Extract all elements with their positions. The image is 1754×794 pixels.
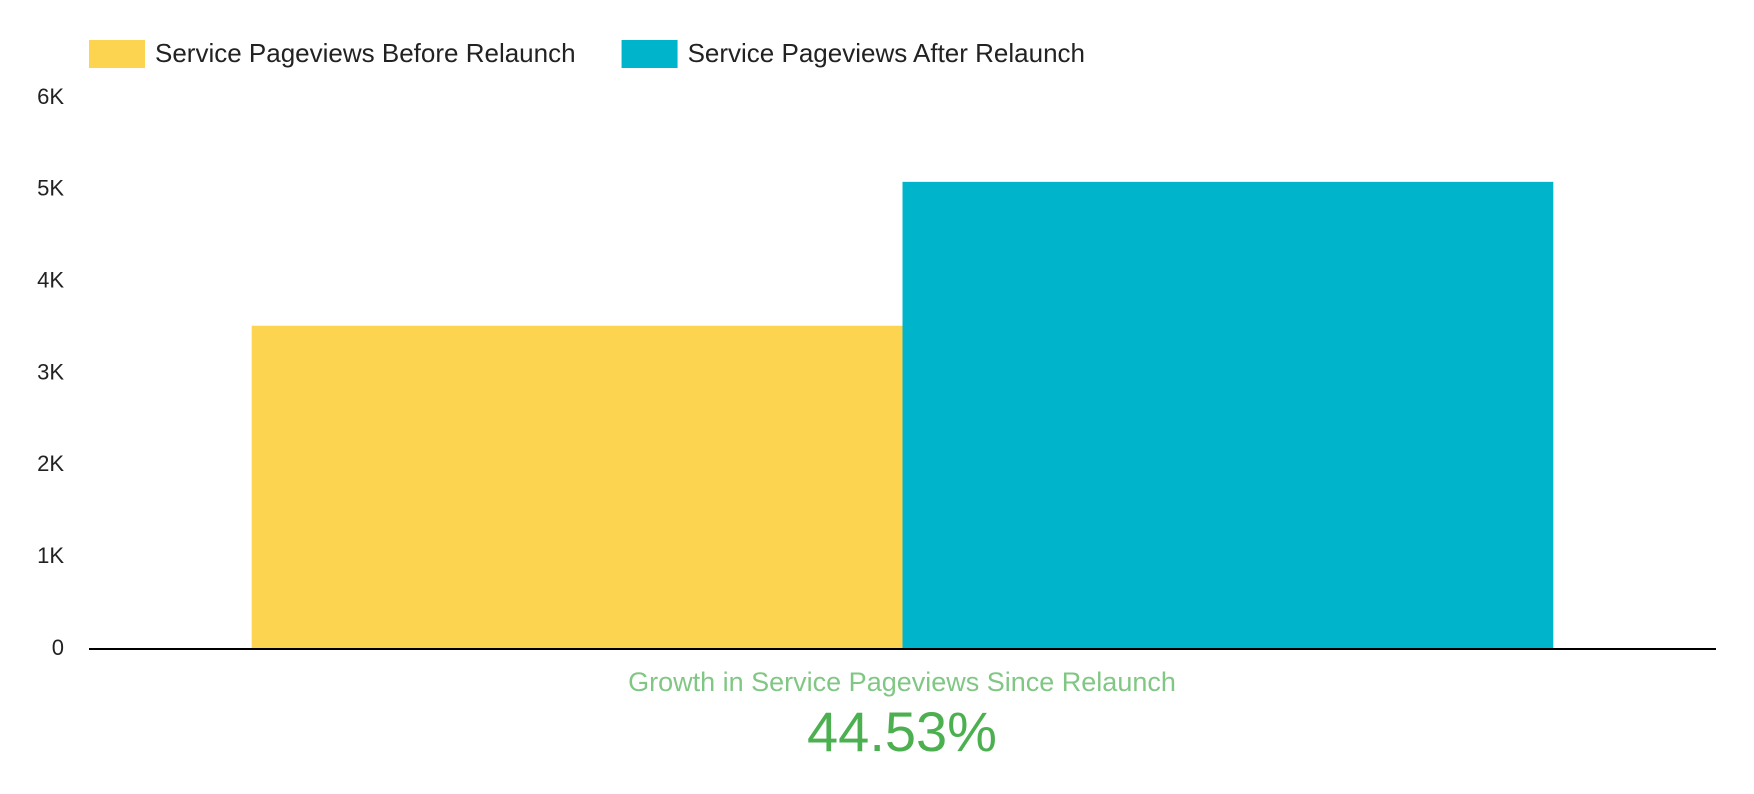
annotation-value: 44.53%	[807, 700, 997, 763]
y-tick-label: 2K	[37, 451, 64, 476]
legend-swatch	[621, 40, 678, 68]
y-tick-label: 4K	[37, 267, 64, 292]
y-tick-label: 0	[52, 635, 64, 660]
bar	[902, 181, 1554, 650]
legend-swatch	[89, 40, 145, 68]
y-tick-label: 6K	[37, 84, 64, 109]
bar	[251, 325, 903, 649]
annotation-text: Growth in Service Pageviews Since Relaun…	[628, 667, 1176, 697]
y-tick-label: 5K	[37, 176, 64, 201]
y-tick-label: 3K	[37, 359, 64, 384]
legend-label: Service Pageviews Before Relaunch	[155, 38, 576, 68]
y-tick-label: 1K	[37, 543, 64, 568]
legend-label: Service Pageviews After Relaunch	[688, 38, 1085, 68]
